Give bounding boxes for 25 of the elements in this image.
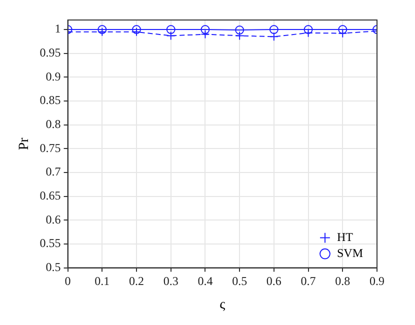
x-tick-label: 0.3 <box>163 274 178 288</box>
legend-label: SVM <box>336 246 364 260</box>
y-tick-label: 0.55 <box>40 236 61 250</box>
x-tick-label: 0.2 <box>129 274 144 288</box>
x-tick-label: 0.9 <box>370 274 384 288</box>
y-tick-label: 0.8 <box>46 116 61 131</box>
y-tick-label: 0.85 <box>40 93 61 108</box>
x-tick-label: 0 <box>64 274 71 288</box>
legend-label: HT <box>336 230 354 244</box>
x-tick-label: 0.8 <box>335 274 350 288</box>
x-tick-label: 0.5 <box>232 274 248 288</box>
y-tick-label: 0.7 <box>46 164 61 179</box>
x-tick-label: 0.6 <box>266 274 282 288</box>
y-tick-label: 0.95 <box>40 46 61 60</box>
y-tick-label: 0.5 <box>46 260 61 274</box>
y-tick-label: 0.75 <box>40 140 61 155</box>
y-tick-label: 0.65 <box>40 188 61 202</box>
x-axis-title: ς <box>220 297 226 312</box>
y-tick-label: 0.6 <box>46 212 61 226</box>
x-tick-label: 0.7 <box>300 274 316 288</box>
y-tick-label: 1 <box>54 22 61 36</box>
y-axis-title: Pr <box>17 137 32 150</box>
y-tick-label: 0.9 <box>46 69 61 84</box>
x-tick-label: 0.1 <box>94 274 110 288</box>
x-tick-label: 0.4 <box>198 274 213 288</box>
